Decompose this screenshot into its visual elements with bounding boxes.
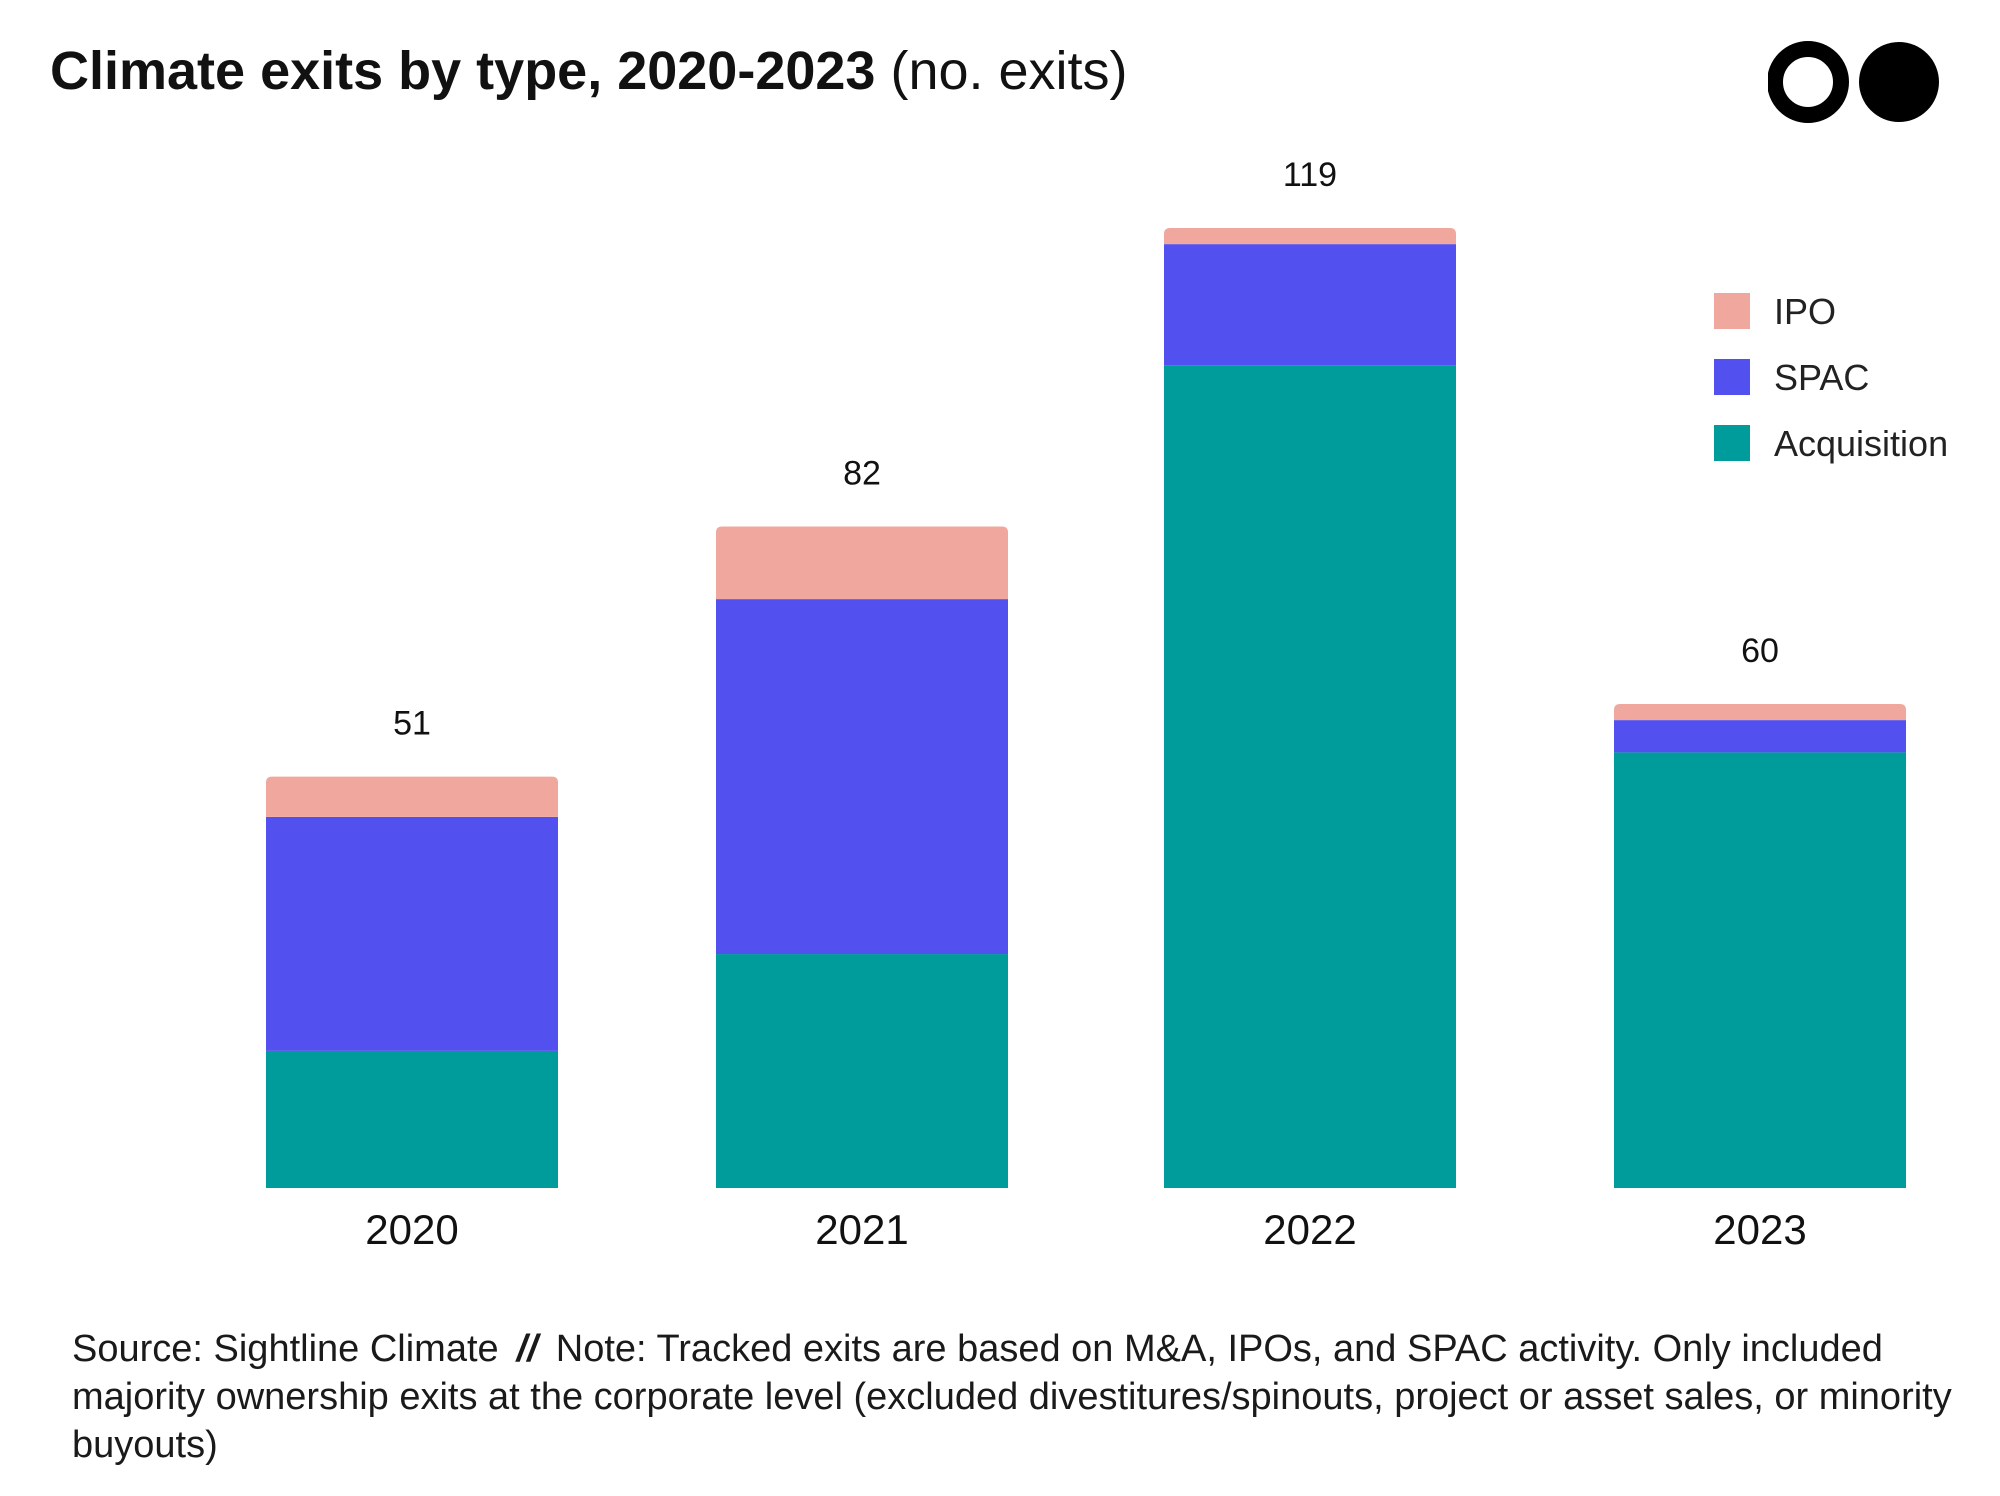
bar-spac-2023 bbox=[1614, 720, 1906, 753]
legend-swatch-spac bbox=[1714, 359, 1750, 395]
bar-spac-2022 bbox=[1164, 244, 1456, 366]
two-circles-logo bbox=[1768, 41, 1939, 123]
legend-label-ipo: IPO bbox=[1774, 291, 1836, 332]
bar-ipo-2021 bbox=[716, 526, 1008, 600]
bar-spac-2021 bbox=[716, 599, 1008, 955]
source-text: Source: Sightline Climate bbox=[72, 1328, 499, 1370]
bar-spac-2020 bbox=[266, 816, 558, 1051]
total-label-2023: 60 bbox=[1741, 632, 1779, 670]
legend-swatch-ipo bbox=[1714, 293, 1750, 329]
legend-swatch-acquisition bbox=[1714, 425, 1750, 461]
x-tick-label-2021: 2021 bbox=[815, 1206, 908, 1253]
legend-label-acquisition: Acquisition bbox=[1774, 423, 1948, 464]
bar-acquisition-2021 bbox=[716, 954, 1008, 1188]
x-tick-label-2023: 2023 bbox=[1713, 1206, 1806, 1253]
total-label-2021: 82 bbox=[843, 454, 881, 492]
total-label-2022: 119 bbox=[1283, 156, 1337, 194]
total-label-2020: 51 bbox=[393, 705, 431, 743]
bar-acquisition-2020 bbox=[266, 1050, 558, 1188]
x-tick-label-2020: 2020 bbox=[365, 1206, 458, 1253]
chart-title-main: Climate exits by type, 2020-2023 bbox=[50, 41, 876, 101]
bar-acquisition-2023 bbox=[1614, 752, 1906, 1188]
x-tick-label-2022: 2022 bbox=[1263, 1206, 1356, 1253]
bar-ipo-2020 bbox=[266, 776, 558, 817]
stacked-bar-chart: 51 2020 82 2021 119 2022 60 2023 IPO SPAC Acquisit… bbox=[266, 156, 1948, 1253]
bar-acquisition-2022 bbox=[1164, 365, 1456, 1189]
bar-ipo-2023 bbox=[1614, 703, 1906, 721]
legend-label-spac: SPAC bbox=[1774, 357, 1869, 398]
bar-ipo-2022 bbox=[1164, 228, 1456, 245]
footer-separator: // bbox=[516, 1328, 538, 1370]
chart-title-unit: (no. exits) bbox=[890, 41, 1128, 101]
chart-title: Climate exits by type, 2020-2023 (no. ex… bbox=[50, 40, 1128, 102]
footer-note: Source: Sightline Climate //Note: Tracked… bbox=[72, 1325, 1952, 1469]
note-text: Note: Tracked exits are based on M&A, IP… bbox=[72, 1328, 1952, 1466]
